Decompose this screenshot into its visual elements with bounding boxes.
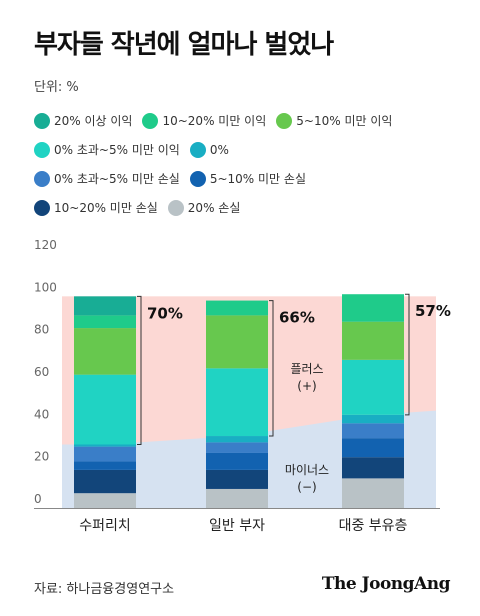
legend-label: 10~20% 미만 손실 <box>54 201 158 215</box>
source-note: 자료: 하나금융경영연구소 <box>34 582 175 597</box>
plus-annotation: 플러스 <box>290 362 323 376</box>
bar-segment <box>342 457 404 479</box>
bar-segment <box>74 374 136 445</box>
legend-item: 5~10% 미만 이익 <box>276 112 392 129</box>
page-title: 부자들 작년에 얼마나 벌었나 <box>34 30 334 60</box>
bracket <box>137 295 142 445</box>
legend-item: 10~20% 미만 이익 <box>142 112 266 129</box>
y-tick-label: 120 <box>34 240 57 252</box>
x-tick-label: 일반 부자 <box>209 518 265 534</box>
bar-segment <box>342 414 404 424</box>
bar-segment <box>342 359 404 415</box>
plus-percent-label: 66% <box>279 309 315 327</box>
y-tick-label: 40 <box>34 407 49 421</box>
legend-swatch <box>276 112 293 129</box>
y-tick-label: 60 <box>34 365 49 379</box>
legend-item: 20% 이상 이익 <box>34 112 132 129</box>
plus-percent-label: 70% <box>147 304 183 322</box>
minus-annotation: (−) <box>297 480 316 494</box>
bar-segment <box>206 315 268 369</box>
bar-segment <box>342 294 404 322</box>
bar-segment <box>74 446 136 462</box>
x-tick-label: 대중 부유층 <box>339 518 408 534</box>
legend-item: 0% 초과~5% 미만 손실 <box>34 170 180 187</box>
bar-segment <box>74 315 136 329</box>
bar-segment <box>74 461 136 470</box>
bar-segment <box>342 478 404 508</box>
bar-segment <box>74 493 136 508</box>
bar-segment <box>74 328 136 375</box>
bar-segment <box>342 423 404 439</box>
legend-label: 20% 이상 이익 <box>54 114 133 128</box>
bar-segment <box>74 469 136 494</box>
legend: 20% 이상 이익 10~20% 미만 이익 5~10% 미만 이익 0% 초과… <box>34 106 474 222</box>
bar-segment <box>206 442 268 453</box>
legend-item: 10~20% 미만 손실 <box>34 199 158 216</box>
legend-label: 0% 초과~5% 미만 손실 <box>54 172 180 186</box>
plus-annotation: (+) <box>297 379 316 393</box>
unit-label: 단위: % <box>34 80 79 95</box>
y-tick-label: 100 <box>34 280 57 294</box>
y-tick-label: 80 <box>34 323 49 337</box>
legend-swatch <box>34 170 50 187</box>
legend-swatch <box>189 170 206 187</box>
minus-annotation: 마이너스 <box>285 463 329 477</box>
legend-label: 0% 초과~5% 미만 이익 <box>54 143 180 157</box>
bar-segment <box>74 444 136 447</box>
bracket <box>405 293 410 416</box>
legend-row: 0% 초과~5% 미만 이익 0% <box>34 135 474 164</box>
legend-swatch <box>34 112 50 129</box>
bar-segment <box>206 469 268 489</box>
y-tick-label: 0 <box>34 492 42 506</box>
bar-segment <box>206 488 268 508</box>
legend-item: 5~10% 미만 손실 <box>189 170 306 187</box>
bar-segment <box>206 452 268 470</box>
legend-swatch <box>142 112 159 129</box>
legend-swatch <box>34 199 50 216</box>
legend-row: 10~20% 미만 손실 20% 손실 <box>34 193 474 222</box>
legend-item: 0% <box>189 141 229 158</box>
legend-label: 0% <box>209 142 229 157</box>
legend-row: 20% 이상 이익 10~20% 미만 이익 5~10% 미만 이익 <box>34 106 474 135</box>
legend-label: 5~10% 미만 손실 <box>209 172 306 186</box>
brand-logo: The JoongAng <box>321 574 451 594</box>
bar-segment <box>74 296 136 316</box>
legend-item: 0% 초과~5% 미만 이익 <box>34 141 180 158</box>
plus-percent-label: 57% <box>415 302 451 320</box>
legend-swatch <box>167 199 184 216</box>
y-tick-label: 20 <box>34 450 49 464</box>
bar-segment <box>342 321 404 360</box>
bar-segment <box>342 438 404 458</box>
legend-label: 5~10% 미만 이익 <box>296 114 393 128</box>
legend-item: 20% 손실 <box>167 199 241 216</box>
legend-swatch <box>189 141 206 158</box>
legend-label: 20% 손실 <box>187 201 241 215</box>
x-tick-label: 수퍼리치 <box>79 518 131 534</box>
legend-row: 0% 초과~5% 미만 손실 5~10% 미만 손실 <box>34 164 474 193</box>
bracket <box>269 300 274 437</box>
bar-segment <box>206 436 268 443</box>
stacked-bar-chart: 0 20 40 60 80 100 120 수퍼리치 일반 부자 대중 부유층 70% 66% 57% 플… <box>34 240 451 534</box>
legend-swatch <box>34 141 50 158</box>
bar-segment <box>206 300 268 316</box>
legend-label: 10~20% 미만 이익 <box>162 114 267 128</box>
bar-segment <box>206 368 268 437</box>
